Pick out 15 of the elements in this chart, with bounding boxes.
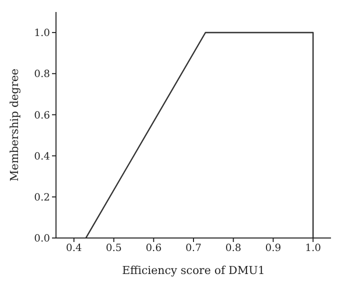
x-tick-label: 0.7 [186,243,202,254]
y-tick-label: 0.6 [34,110,50,122]
x-tick-label: 1.0 [305,243,322,254]
y-tick-label: 0.4 [34,151,50,162]
x-tick-label: 0.6 [146,243,162,254]
x-axis-title: Efficiency score of DMU1 [122,264,265,277]
y-tick-label: 0.0 [34,234,50,245]
x-tick-label: 0.4 [66,243,82,254]
x-tick-label: 0.8 [225,243,242,254]
x-tick-label: 0.5 [106,243,122,254]
x-tick-label: 0.9 [265,243,282,254]
y-tick-label: 0.8 [34,69,50,80]
y-tick-label: 0.2 [34,192,50,204]
y-axis-title: Membership degree [8,68,21,182]
y-tick-label: 1.0 [34,28,50,40]
